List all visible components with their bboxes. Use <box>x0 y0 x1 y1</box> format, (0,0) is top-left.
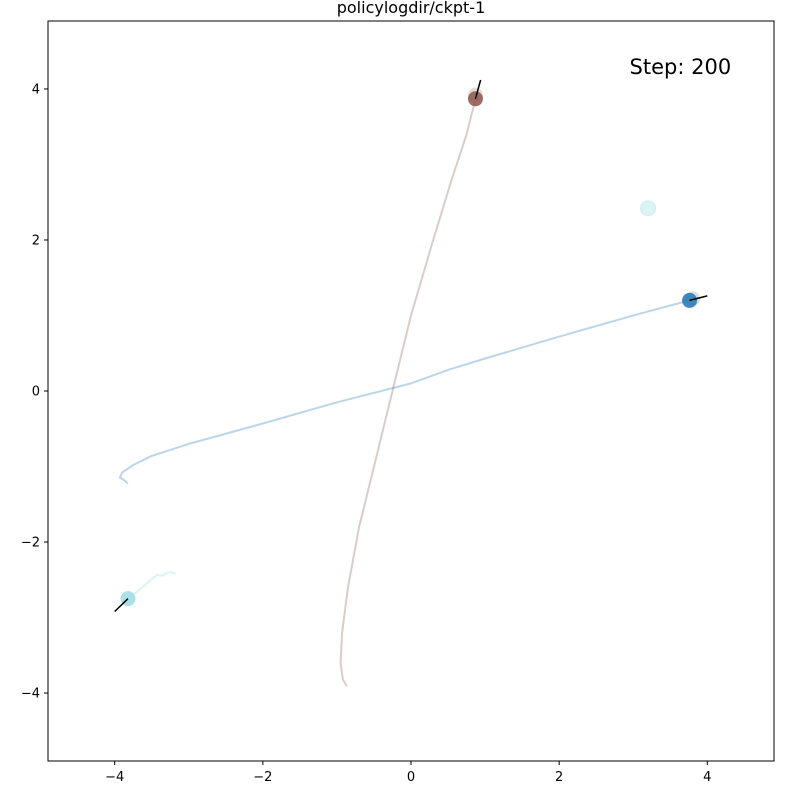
agent-heading-line <box>474 79 482 99</box>
trajectory-layer <box>118 97 691 687</box>
y-tick-label: 0 <box>32 385 40 400</box>
x-tick-label: 2 <box>555 770 563 785</box>
agent-heading-line <box>114 598 129 613</box>
trajectory-line <box>339 97 477 687</box>
x-axis-ticks: −4 −2 0 2 4 <box>105 761 711 785</box>
agent-heading-line <box>689 295 708 302</box>
step-annotation: Step: 200 <box>630 55 732 79</box>
x-tick-label: 0 <box>407 770 415 785</box>
goal-marker <box>640 200 657 217</box>
y-tick-label: 2 <box>32 233 40 248</box>
trajectory-line <box>127 571 176 600</box>
x-tick-label: 4 <box>703 770 711 785</box>
y-tick-label: −2 <box>21 536 40 551</box>
plot-area <box>114 79 708 687</box>
trajectory-line <box>118 299 691 485</box>
x-tick-label: −2 <box>253 770 272 785</box>
y-axis-ticks: −4 −2 0 2 4 <box>21 82 48 702</box>
goal-layer <box>640 200 657 217</box>
chart-title: policylogdir/ckpt-1 <box>337 0 486 17</box>
y-tick-label: 4 <box>32 82 40 97</box>
y-tick-label: −4 <box>21 687 40 702</box>
heading-layer <box>114 79 708 613</box>
x-tick-label: −4 <box>105 770 124 785</box>
